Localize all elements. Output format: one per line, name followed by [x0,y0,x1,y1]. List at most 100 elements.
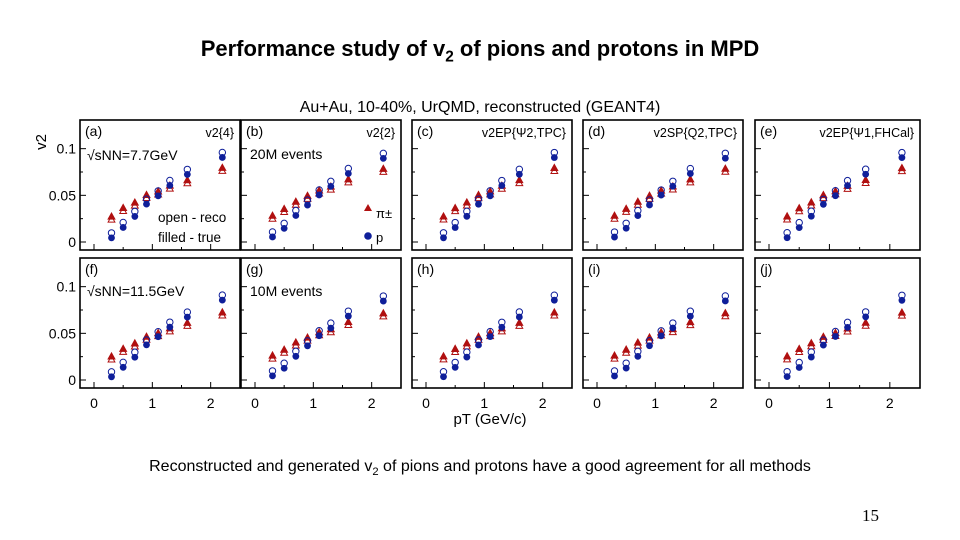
pion-true-marker [379,164,388,172]
pion-true-marker [621,204,631,212]
y-tick-label: 0.05 [49,187,76,203]
x-tick-label: 1 [651,395,659,411]
proton-true-marker [819,341,827,349]
caption: Reconstructed and generated v2 of pions … [149,458,811,479]
pion-true-marker [550,307,559,316]
x-tick-label: 2 [539,395,547,411]
y-tick-label: 0.1 [57,279,77,295]
proton-true-marker [280,364,288,372]
pion-true-marker [550,163,559,172]
panel-a: (a) v2{4} [79,119,241,251]
pion-true-marker [794,203,804,212]
proton-true-marker [832,333,839,340]
panel-frame [582,257,744,389]
proton-true-marker [379,154,387,162]
proton-true-marker [646,201,653,209]
pion-true-marker [782,351,792,360]
pion-true-marker [474,332,483,340]
pion-true-marker [897,307,907,316]
panel-frame [582,119,744,251]
legend-pion-marker [364,204,372,211]
x-tick-label: 2 [368,395,376,411]
pion-true-marker [462,338,472,347]
panel-label: (h) [417,261,434,277]
proton-true-marker [832,192,839,200]
proton-true-marker [550,296,558,304]
proton-true-marker [440,234,447,242]
proton-true-marker [183,313,191,321]
panel-label: (f) [85,261,98,277]
proton-true-marker [475,341,482,349]
proton-true-marker [783,234,791,242]
proton-true-marker [154,333,162,341]
pion-true-marker [107,351,116,360]
pion-true-marker [721,308,730,317]
panel-label: (g) [246,261,263,277]
pion-true-marker [633,337,643,346]
pion-true-marker [142,332,151,340]
proton-true-marker [463,212,471,220]
events-label-row2: 10M events [250,283,322,299]
proton-true-marker [304,201,311,209]
legend-open-text: open - reco [158,210,226,225]
proton-true-marker [344,170,352,177]
proton-true-marker [143,341,150,349]
y-axis-label: v2 [33,134,50,150]
pion-true-marker [218,307,227,316]
proton-true-marker [646,342,653,350]
x-tick-label: 2 [710,395,718,411]
panel-label: (i) [588,261,600,277]
proton-true-marker [795,224,803,232]
x-tick-label: 0 [765,395,773,411]
pion-true-marker [291,197,301,205]
x-tick-label: 1 [480,395,488,411]
proton-true-marker [862,313,870,321]
proton-true-marker [304,342,311,350]
legend-pion-text: π± [376,206,392,221]
proton-true-marker [451,224,459,231]
pion-true-marker [291,337,301,346]
pion-true-marker [610,211,619,219]
proton-true-marker [486,192,494,200]
pion-true-marker [439,351,448,360]
pion-true-marker [183,318,192,326]
proton-true-marker [154,192,162,200]
proton-true-marker [486,333,494,340]
events-label-row1: 20M events [250,146,322,162]
pion-true-marker [807,197,816,206]
method-label: v2{2} [366,126,395,140]
panel-i: (i) [582,257,744,389]
y-tick-label: 0.05 [49,325,76,341]
pion-true-marker [279,204,289,212]
proton-true-marker [440,373,447,381]
pion-true-marker [118,203,128,212]
proton-true-marker [622,364,630,372]
proton-true-marker [844,182,851,190]
panel-frame [754,257,921,389]
energy-label-row2: √sNN=11.5GeV [87,283,185,299]
method-label: v2{4} [205,126,234,140]
pion-true-marker [450,344,460,352]
proton-true-marker [783,373,791,381]
panel-e: (e) v2EP{Ψ1,FHCal} [754,119,921,251]
proton-true-marker [108,234,115,242]
pion-true-marker [633,197,643,205]
proton-true-marker [143,200,150,208]
panel-g: (g) [240,257,402,389]
pion-true-marker [794,344,804,353]
proton-true-marker [344,312,352,320]
proton-true-marker [166,182,174,189]
x-tick-label: 0 [251,395,259,411]
proton-true-marker [611,372,618,380]
x-tick-label: 0 [593,395,601,411]
panel-label: (j) [760,261,772,277]
proton-true-marker [379,297,387,305]
panel-frame [411,119,573,251]
proton-true-marker [131,353,139,361]
proton-true-marker [807,353,815,361]
proton-true-marker [721,154,729,162]
pion-true-marker [807,338,816,347]
x-tick-label: 0 [90,395,98,411]
pion-true-marker [218,163,227,171]
pion-true-marker [897,163,907,172]
